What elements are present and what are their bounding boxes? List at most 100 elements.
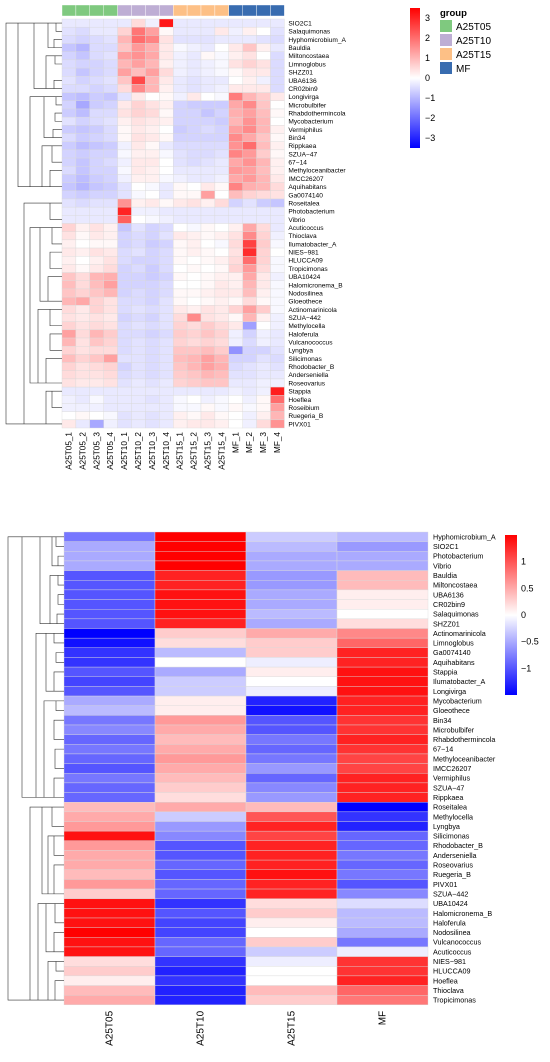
heatmap-cell xyxy=(103,100,118,110)
column-label: A25T05_1 xyxy=(64,432,73,470)
heatmap-cell xyxy=(117,18,132,28)
heatmap-cell xyxy=(256,157,271,167)
heatmap-cell xyxy=(61,174,77,183)
heatmap-cell xyxy=(159,223,174,232)
heatmap-cell xyxy=(256,395,271,404)
heatmap-cell xyxy=(200,149,216,159)
heatmap-cell xyxy=(63,560,156,571)
row-label: Roseibium xyxy=(288,405,320,412)
color-scale-tick: 0.5 xyxy=(521,583,534,593)
heatmap-cell xyxy=(63,589,156,600)
heatmap-cell xyxy=(154,753,247,764)
heatmap-cell xyxy=(242,116,257,126)
heatmap-cell xyxy=(228,141,243,151)
heatmap-cell xyxy=(154,888,247,899)
heatmap-cell xyxy=(89,321,104,331)
heatmap-cell xyxy=(245,686,338,697)
heatmap-cell xyxy=(186,239,202,249)
heatmap-cell xyxy=(131,182,146,191)
heatmap-cell xyxy=(159,18,174,28)
heatmap-cell xyxy=(214,288,229,298)
heatmap-cell xyxy=(200,84,216,93)
row-label: Tropicimonas xyxy=(433,996,476,1005)
heatmap-cell xyxy=(89,67,104,77)
heatmap-cell xyxy=(75,18,91,28)
heatmap-cell xyxy=(154,608,247,620)
heatmap-cell xyxy=(214,116,229,126)
heatmap-cell xyxy=(89,166,104,175)
heatmap-cell xyxy=(117,190,132,200)
heatmap-cell xyxy=(159,329,174,339)
heatmap-cell xyxy=(154,995,247,1006)
heatmap-cell xyxy=(186,264,202,273)
heatmap-cell xyxy=(242,337,257,347)
heatmap-cell xyxy=(61,141,77,151)
heatmap-cell xyxy=(228,223,243,232)
heatmap-cell xyxy=(256,182,271,191)
row-label: Haloferula xyxy=(433,918,466,927)
heatmap-cell xyxy=(159,321,174,331)
heatmap-cell xyxy=(154,917,247,928)
heatmap-cell xyxy=(131,354,146,363)
heatmap-cell xyxy=(256,264,271,273)
heatmap-cell xyxy=(89,256,104,265)
heatmap-cell xyxy=(159,403,174,412)
heatmap-cell xyxy=(89,370,104,380)
heatmap-cell xyxy=(245,570,338,581)
heatmap-cell xyxy=(131,215,146,224)
heatmap-cell xyxy=(256,419,271,429)
row-label: SIO2C1 xyxy=(288,20,312,27)
heatmap-cell xyxy=(270,116,285,126)
heatmap-cell xyxy=(159,125,174,134)
heatmap-cell xyxy=(336,821,429,832)
heatmap-cell xyxy=(245,608,338,620)
heatmap-cell xyxy=(131,198,146,208)
heatmap-cell xyxy=(245,946,338,957)
heatmap-cell xyxy=(336,975,429,986)
heatmap-cell xyxy=(103,182,118,191)
heatmap-cell xyxy=(159,206,174,216)
heatmap-cell xyxy=(61,215,77,224)
heatmap-cell xyxy=(61,386,77,396)
heatmap-cell xyxy=(61,206,77,216)
heatmap-cell xyxy=(117,215,132,224)
column-label: A25T05_2 xyxy=(78,432,87,470)
heatmap-cell xyxy=(154,898,247,909)
heatmap-cell xyxy=(172,411,188,421)
heatmap-cell xyxy=(172,67,188,77)
heatmap-cell xyxy=(61,313,77,322)
row-label: Bin34 xyxy=(433,716,451,725)
heatmap-cell xyxy=(154,985,247,996)
heatmap-cell xyxy=(103,133,118,142)
heatmap-cell xyxy=(186,133,202,142)
heatmap-cell xyxy=(336,599,429,610)
heatmap-cell xyxy=(61,346,77,355)
heatmap-cell xyxy=(103,264,118,273)
heatmap-cell xyxy=(89,231,104,241)
column-label: A25T15 xyxy=(287,1010,298,1045)
heatmap-cell xyxy=(214,296,229,306)
heatmap-cell xyxy=(154,811,247,822)
row-label: Rippkaea xyxy=(433,793,463,802)
heatmap-cell xyxy=(214,239,229,249)
heatmap-cell xyxy=(131,59,146,69)
heatmap-cell xyxy=(154,599,247,610)
heatmap-cell xyxy=(242,157,257,167)
heatmap-cell xyxy=(61,84,77,93)
heatmap-cell xyxy=(270,256,285,265)
heatmap-cell xyxy=(214,174,229,183)
heatmap-cell xyxy=(245,802,338,813)
heatmap-cell xyxy=(186,26,202,36)
heatmap-cell xyxy=(145,51,160,61)
heatmap-cell xyxy=(61,100,77,110)
heatmap-cell xyxy=(336,917,429,928)
heatmap-cell xyxy=(154,531,247,542)
row-label: Aquihabitans xyxy=(433,658,475,667)
heatmap-cell xyxy=(172,157,188,167)
row-label: Ruegeria_B xyxy=(288,413,323,420)
heatmap-cell xyxy=(145,149,160,159)
heatmap-cell xyxy=(63,551,156,562)
heatmap-cell xyxy=(270,403,285,412)
heatmap-cell xyxy=(228,337,243,347)
heatmap-cell xyxy=(214,362,229,371)
